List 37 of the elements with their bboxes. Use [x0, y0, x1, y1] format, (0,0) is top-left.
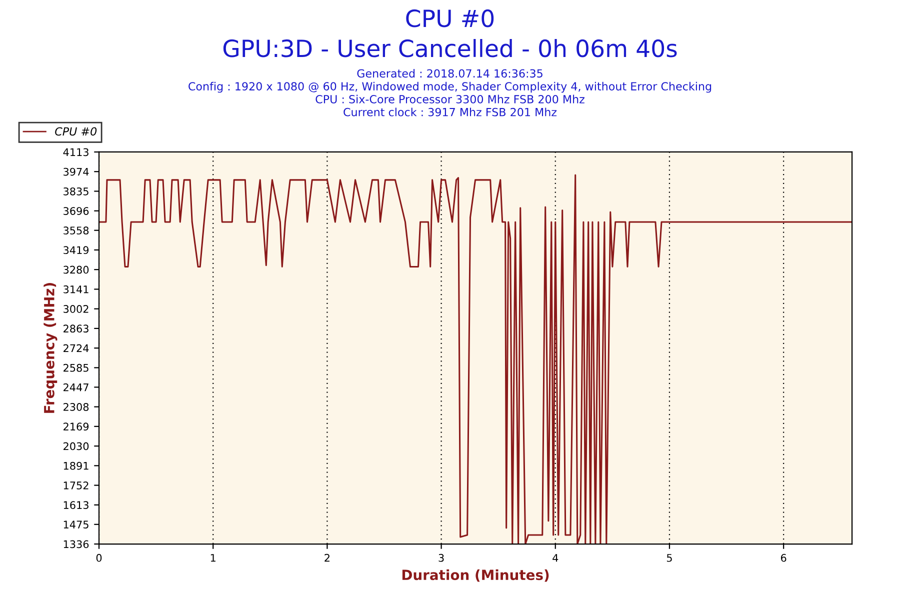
y-tick-label: 3835 [64, 187, 88, 196]
legend-label: CPU #0 [55, 127, 97, 136]
text: Current clock : 3917 Mhz FSB 201 Mhz [344, 108, 557, 116]
y-tick-label: 3974 [64, 168, 89, 176]
y-tick-label: 2724 [64, 344, 89, 352]
y-tick-label: 4113 [63, 148, 88, 156]
y-tick-label: 3141 [64, 285, 88, 294]
y-axis-title: Frequency (MHz) [44, 283, 58, 413]
y-tick-label: 3419 [64, 246, 89, 254]
y-tick-label: 1475 [64, 520, 88, 528]
chart-subtitle: GPU:3D - User Cancelled - 0h 06m 40s [223, 39, 677, 58]
x-tick-label: 1 [210, 554, 216, 562]
y-tick-label: 3696 [64, 207, 89, 215]
y-tick-label: 2308 [64, 403, 89, 411]
text: Config : 1920 x 1080 @ 60 Hz, Windowed mode, Shader Complexity 4, without Error Checking [188, 82, 712, 93]
x-tick-label: 0 [96, 554, 102, 562]
y-tick-label: 2169 [64, 422, 89, 431]
y-tick-label: 3280 [64, 266, 89, 274]
y-tick-label: 1613 [64, 501, 88, 510]
x-tick-label: 2 [324, 554, 330, 562]
x-tick-label: 3 [438, 554, 444, 562]
y-tick-label: 2030 [64, 442, 89, 450]
text: Generated : 2018.07.14 16:36:35 [357, 69, 542, 78]
y-tick-label: 3002 [64, 305, 88, 313]
y-tick-label: 1336 [64, 540, 89, 548]
x-axis-title: Duration (Minutes) [402, 569, 549, 582]
y-tick-label: 2863 [64, 324, 88, 333]
y-tick-label: 2585 [64, 364, 88, 372]
chart-title: CPU #0 [406, 9, 494, 28]
y-tick-label: 2447 [64, 383, 88, 392]
y-tick-label: 3558 [64, 226, 89, 234]
y-tick-label: 1752 [64, 482, 88, 490]
y-tick-label: 1891 [64, 462, 88, 470]
x-tick-label: 4 [552, 554, 558, 562]
text: CPU : Six-Core Processor 3300 Mhz FSB 200 Mhz [316, 94, 584, 104]
x-tick-label: 5 [666, 554, 672, 562]
x-tick-label: 6 [780, 554, 786, 562]
